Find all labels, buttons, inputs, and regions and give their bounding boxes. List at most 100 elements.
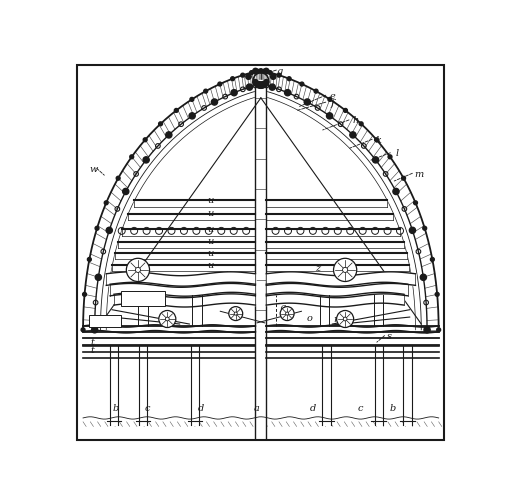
Circle shape <box>253 80 258 86</box>
Circle shape <box>190 98 194 102</box>
Circle shape <box>81 328 85 332</box>
Circle shape <box>104 201 108 205</box>
Circle shape <box>130 156 134 159</box>
Circle shape <box>314 90 318 94</box>
Circle shape <box>234 313 237 316</box>
Circle shape <box>135 268 140 273</box>
Text: d: d <box>198 403 204 412</box>
Text: c: c <box>144 403 150 412</box>
Text: z: z <box>316 263 321 272</box>
Text: t: t <box>90 345 94 354</box>
Circle shape <box>359 123 363 126</box>
Text: p: p <box>167 314 173 323</box>
Circle shape <box>420 275 427 281</box>
Text: u: u <box>208 224 214 233</box>
Circle shape <box>88 258 91 262</box>
Text: k: k <box>376 135 382 144</box>
Text: s: s <box>387 332 392 341</box>
Circle shape <box>116 177 120 181</box>
Text: w: w <box>90 164 98 173</box>
Text: t: t <box>90 337 94 346</box>
Circle shape <box>268 72 272 76</box>
Circle shape <box>256 82 262 89</box>
Text: d: d <box>310 403 316 412</box>
Circle shape <box>277 74 281 78</box>
Text: g: g <box>276 67 282 76</box>
Text: u: u <box>208 248 214 258</box>
Text: a: a <box>254 403 260 412</box>
Circle shape <box>256 70 260 74</box>
Circle shape <box>393 189 399 195</box>
Circle shape <box>126 259 150 282</box>
Circle shape <box>123 189 129 195</box>
Circle shape <box>280 307 294 321</box>
Circle shape <box>336 311 354 328</box>
Circle shape <box>437 328 441 332</box>
Circle shape <box>143 139 147 142</box>
Circle shape <box>229 307 243 321</box>
Circle shape <box>270 75 276 80</box>
Circle shape <box>269 85 275 91</box>
Circle shape <box>231 90 237 97</box>
Text: b: b <box>113 403 119 412</box>
Text: e: e <box>329 92 335 101</box>
Circle shape <box>259 70 263 74</box>
Circle shape <box>211 100 217 106</box>
Text: t: t <box>118 278 122 287</box>
Text: t(1): t(1) <box>91 317 108 326</box>
Circle shape <box>95 275 101 281</box>
Circle shape <box>253 69 258 75</box>
Circle shape <box>82 293 87 297</box>
Text: y: y <box>214 280 219 289</box>
Circle shape <box>435 293 439 297</box>
Text: x: x <box>279 296 285 305</box>
Circle shape <box>246 75 251 80</box>
Circle shape <box>414 201 417 205</box>
Text: q: q <box>279 303 285 312</box>
Circle shape <box>388 156 392 159</box>
Text: l: l <box>395 149 399 158</box>
Text: y: y <box>310 280 316 289</box>
Circle shape <box>375 139 379 142</box>
Circle shape <box>259 70 263 74</box>
Text: o: o <box>306 313 312 322</box>
Circle shape <box>285 90 291 97</box>
Circle shape <box>350 133 356 139</box>
Circle shape <box>304 100 310 106</box>
Text: u: u <box>208 260 214 269</box>
Circle shape <box>260 82 266 89</box>
Text: h: h <box>352 116 359 125</box>
Text: u: u <box>208 209 214 218</box>
Circle shape <box>159 311 176 328</box>
Text: m: m <box>414 169 423 178</box>
Text: c: c <box>358 403 363 412</box>
Circle shape <box>343 318 347 321</box>
Bar <box>89 316 121 327</box>
Circle shape <box>189 114 195 120</box>
Circle shape <box>246 85 252 91</box>
Circle shape <box>328 98 332 102</box>
Circle shape <box>159 123 162 126</box>
Circle shape <box>175 109 178 113</box>
Text: n: n <box>333 314 340 323</box>
Circle shape <box>231 78 235 82</box>
Circle shape <box>143 157 149 164</box>
Circle shape <box>333 259 357 282</box>
Text: v: v <box>225 269 231 278</box>
Circle shape <box>241 74 245 78</box>
Circle shape <box>95 227 99 231</box>
Bar <box>121 292 165 306</box>
Circle shape <box>264 69 269 75</box>
Text: t(2): t(2) <box>122 294 139 303</box>
Circle shape <box>249 72 253 76</box>
Circle shape <box>424 327 430 333</box>
Circle shape <box>286 313 289 316</box>
Circle shape <box>373 157 379 164</box>
Circle shape <box>423 227 427 231</box>
Text: f: f <box>330 99 334 107</box>
Circle shape <box>409 228 415 234</box>
Circle shape <box>287 78 291 82</box>
Text: r: r <box>232 305 237 314</box>
Circle shape <box>262 70 266 74</box>
Circle shape <box>92 327 98 333</box>
